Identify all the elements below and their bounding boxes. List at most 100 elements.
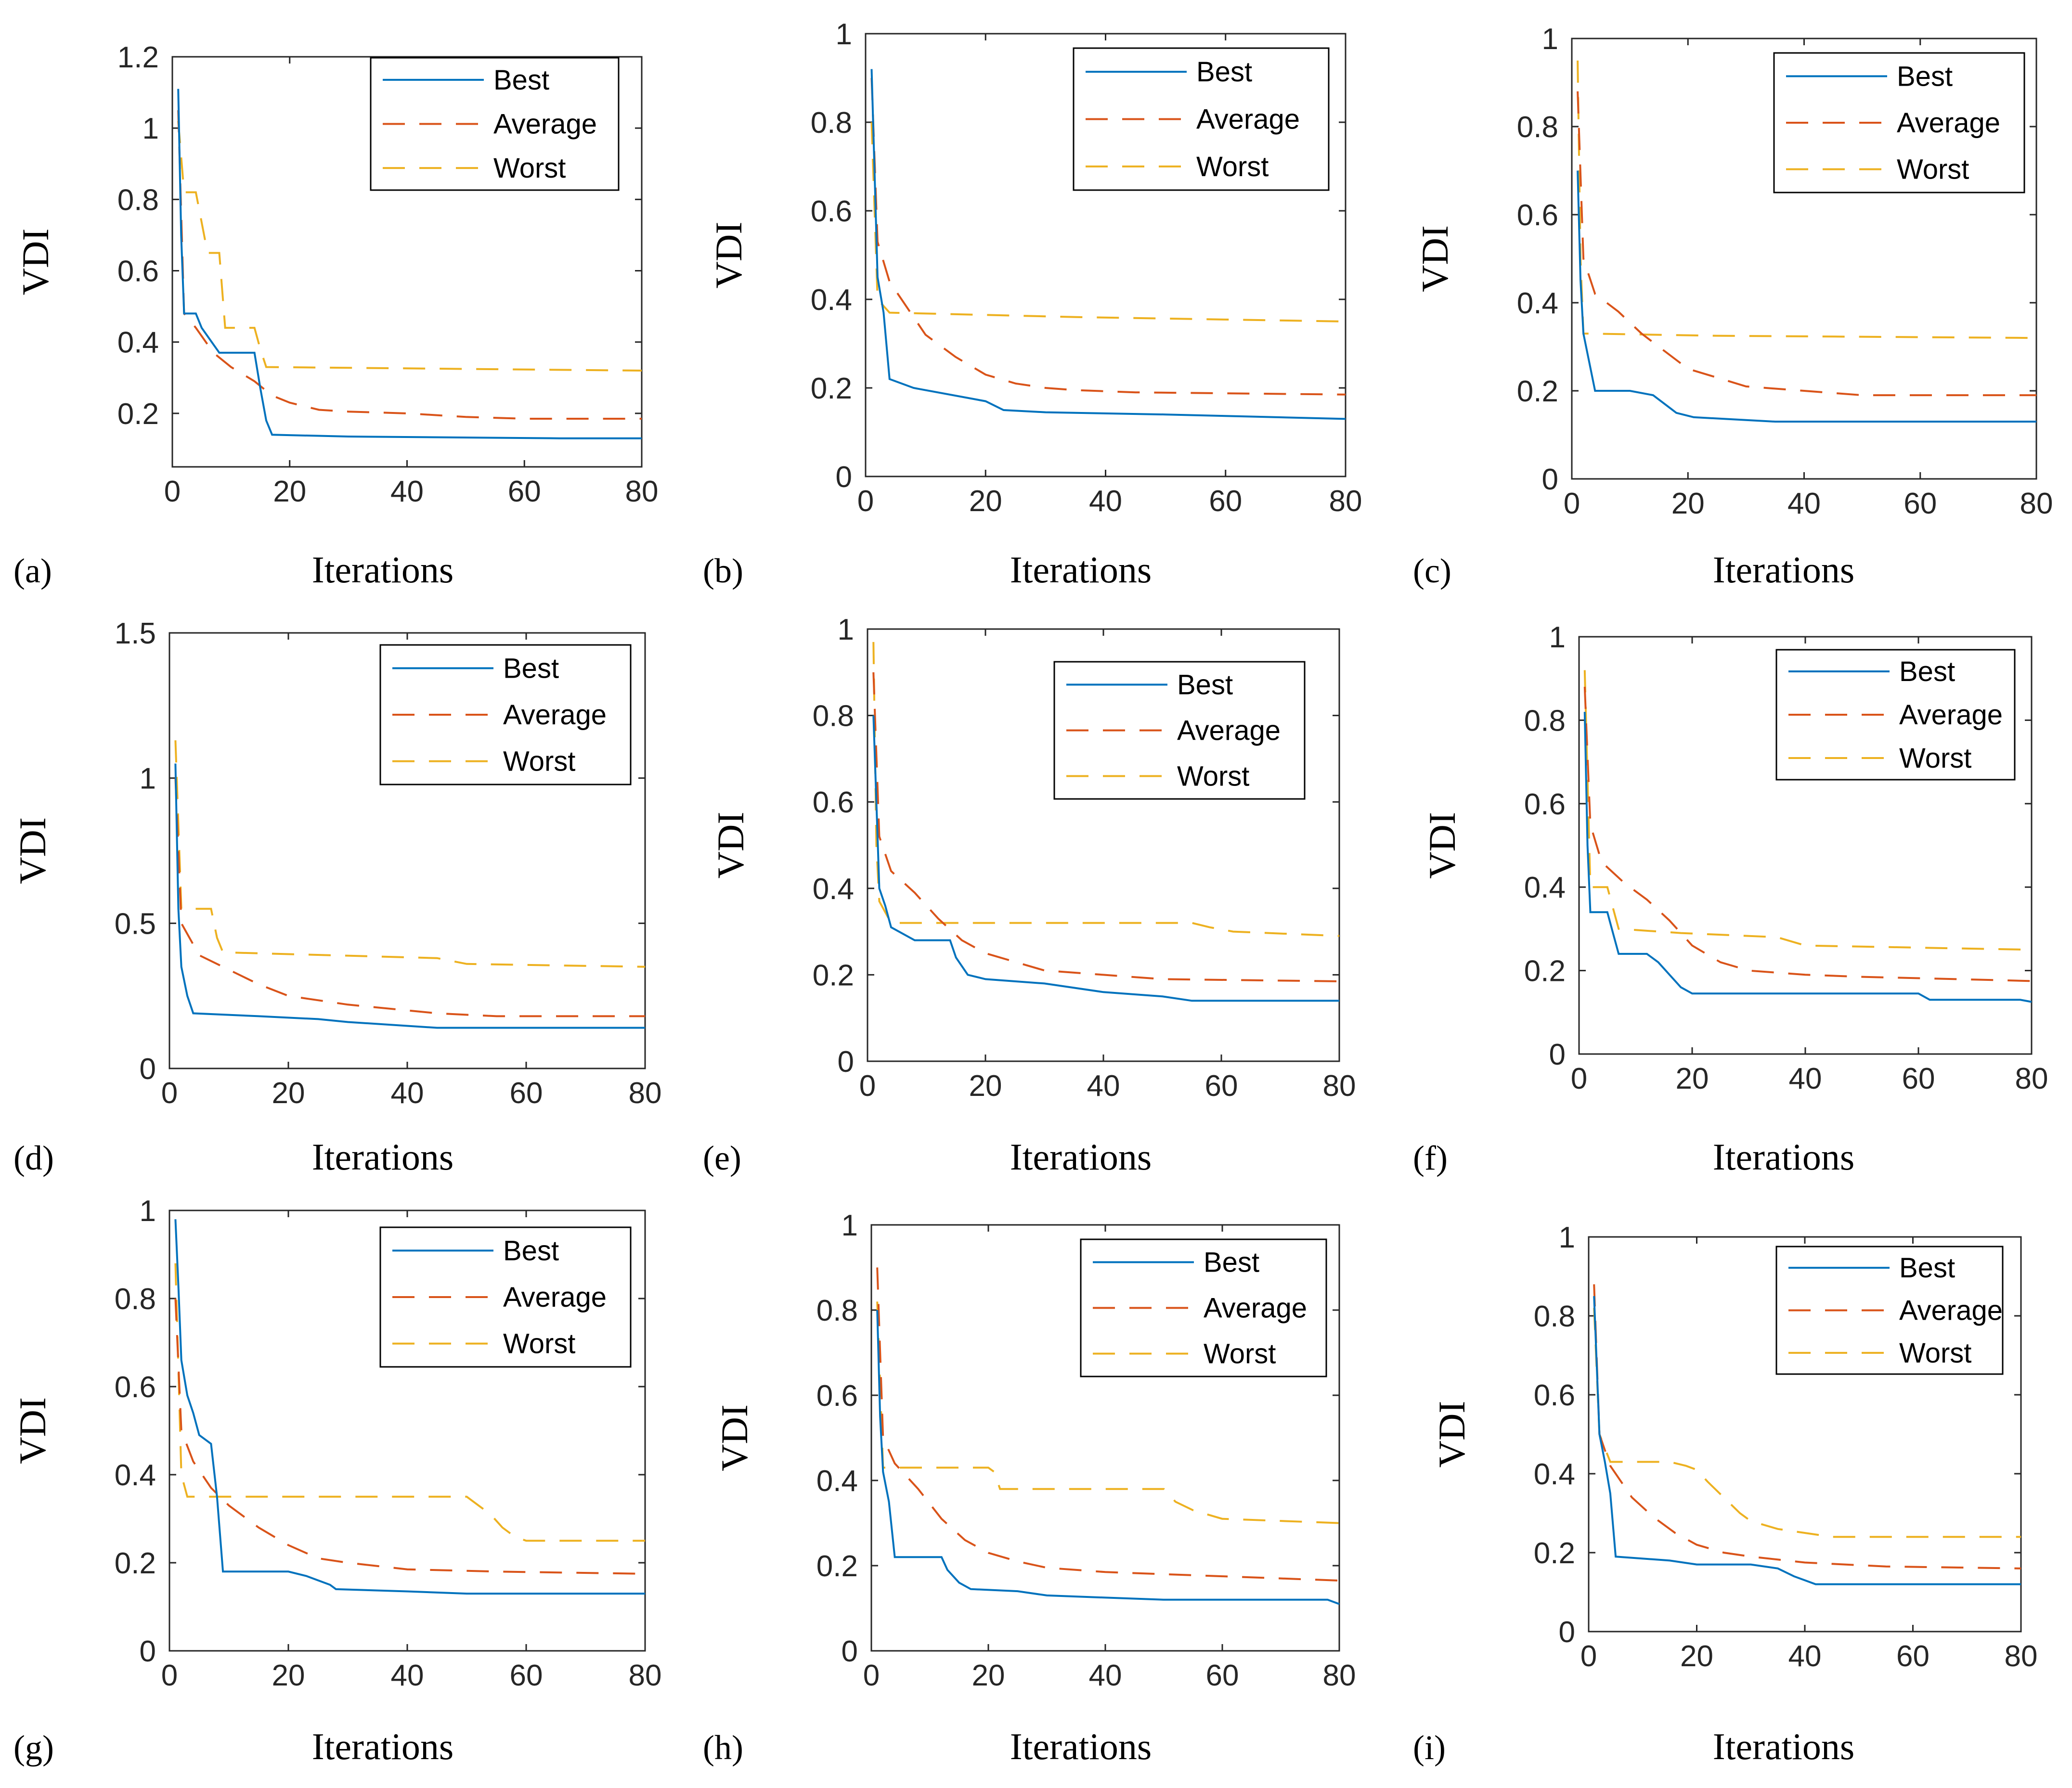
y-tick-label: 0	[836, 461, 852, 494]
legend-label-average: Average	[1177, 715, 1281, 746]
x-tick-label: 40	[1087, 1069, 1120, 1103]
panel-f: 0 20 40 60 80 0 0.2 0.4 0.6 0.8 1 Best Average Worst I…	[1413, 621, 2048, 1178]
x-tick-label: 0	[1571, 1062, 1587, 1095]
series-line-best	[174, 1219, 645, 1595]
legend-label-best: Best	[1204, 1247, 1259, 1278]
y-tick-label: 0.2	[816, 1550, 858, 1583]
legend: Best Average Worst	[1775, 1246, 2004, 1375]
y-tick-label: 0	[1549, 1038, 1566, 1071]
legend-label-worst: Worst	[1196, 151, 1269, 182]
x-axis-title: Iterations	[312, 1725, 454, 1767]
legend-label-average: Average	[503, 1282, 607, 1313]
series-line-worst	[1583, 670, 2032, 951]
series-line-worst	[174, 1263, 645, 1542]
legend: Best Average Worst	[1773, 52, 2025, 193]
y-tick-label: 1	[838, 613, 854, 646]
x-tick-label: 60	[1904, 487, 1937, 520]
series-line-worst	[872, 642, 1340, 937]
legend-label-best: Best	[493, 64, 549, 96]
series-line-best	[1583, 712, 2032, 1003]
x-tick-label: 40	[391, 1077, 424, 1110]
y-tick-label: 0.4	[117, 326, 159, 360]
x-tick-label: 60	[1205, 1069, 1238, 1103]
y-axis-title: VDI	[1421, 812, 1463, 879]
series-line-worst	[876, 1301, 1340, 1524]
y-tick-label: 0.8	[1534, 1300, 1575, 1333]
y-tick-label: 0.4	[813, 873, 854, 906]
x-tick-label: 80	[1329, 485, 1362, 518]
x-tick-label: 20	[1676, 1062, 1709, 1095]
legend-label-worst: Worst	[1899, 1338, 1971, 1369]
x-axis-title: Iterations	[1713, 549, 1855, 591]
x-axis-title: Iterations	[312, 1136, 454, 1178]
x-tick-label: 40	[1787, 487, 1821, 520]
x-tick-label: 0	[1580, 1640, 1597, 1673]
y-tick-label: 0.5	[115, 907, 156, 940]
series-line-average	[177, 110, 642, 420]
series-line-average	[1577, 91, 2036, 397]
series-line-best	[177, 89, 642, 439]
panel-label: (h)	[703, 1728, 743, 1767]
y-tick-label: 0.6	[1524, 788, 1566, 821]
y-tick-label: 1	[1549, 621, 1566, 654]
legend-label-best: Best	[1196, 56, 1252, 88]
x-axis-title: Iterations	[1010, 1725, 1152, 1767]
panel-label: (i)	[1413, 1728, 1446, 1767]
y-tick-label: 1	[140, 762, 156, 796]
series-line-average	[870, 77, 1346, 396]
y-tick-label: 1	[140, 1195, 156, 1228]
y-tick-label: 0	[1542, 463, 1558, 496]
legend-label-average: Average	[1899, 1295, 2003, 1326]
x-tick-label: 60	[1206, 1659, 1239, 1692]
panel-c: 0 20 40 60 80 0 0.2 0.4 0.6 0.8 1 Best Average Worst I…	[1413, 23, 2053, 591]
legend-label-average: Average	[1204, 1293, 1307, 1324]
legend-label-average: Average	[493, 109, 597, 140]
y-tick-label: 0.2	[1534, 1537, 1575, 1570]
panel-d: 0 20 40 60 80 0 0.5 1 1.5 Best Average Worst Iterati…	[12, 617, 661, 1178]
y-axis-title: VDI	[1414, 225, 1456, 292]
x-tick-label: 20	[273, 475, 306, 508]
y-tick-label: 0.6	[811, 195, 852, 228]
series-line-average	[872, 672, 1340, 982]
x-tick-label: 40	[1789, 1062, 1822, 1095]
y-tick-label: 0	[842, 1635, 858, 1668]
y-tick-label: 0.8	[1524, 704, 1566, 737]
panel-i: 0 20 40 60 80 0 0.2 0.4 0.6 0.8 1 Best Average Worst I…	[1413, 1221, 2037, 1767]
x-tick-label: 80	[2005, 1640, 2038, 1673]
series-line-average	[174, 1298, 646, 1575]
y-tick-label: 0	[140, 1635, 156, 1668]
legend-label-worst: Worst	[1897, 154, 1969, 185]
panel-b: 0 20 40 60 80 0 0.2 0.4 0.6 0.8 1 Best Average Worst I…	[703, 18, 1362, 591]
series-line-best	[870, 69, 1346, 420]
series-line-worst	[174, 740, 646, 968]
x-tick-label: 20	[1671, 487, 1705, 520]
x-tick-label: 0	[164, 475, 181, 508]
x-tick-label: 40	[391, 1659, 424, 1692]
series-line-best	[876, 1310, 1340, 1605]
x-axis-title: Iterations	[1010, 1136, 1152, 1178]
y-tick-label: 0.6	[1517, 199, 1558, 232]
legend-label-worst: Worst	[503, 1328, 575, 1360]
series-line-best	[1577, 170, 2036, 423]
x-tick-label: 40	[390, 475, 424, 508]
legend-label-best: Best	[503, 1235, 559, 1266]
x-tick-label: 0	[161, 1077, 178, 1110]
panel-label: (c)	[1413, 552, 1451, 590]
legend: Best Average Worst	[1053, 661, 1306, 800]
panel-label: (e)	[703, 1139, 741, 1177]
series-line-best	[872, 715, 1339, 1002]
y-axis-title: VDI	[1431, 1401, 1473, 1468]
legend: Best Average Worst	[379, 644, 632, 785]
x-tick-label: 60	[1209, 485, 1242, 518]
y-axis-title: VDI	[708, 222, 750, 289]
legend: Best Average Worst	[370, 57, 620, 191]
series-line-worst	[1593, 1308, 2021, 1538]
y-tick-label: 1	[1542, 23, 1558, 56]
y-tick-label: 0.4	[811, 283, 852, 317]
x-tick-label: 60	[1896, 1640, 1930, 1673]
x-tick-label: 80	[1323, 1659, 1356, 1692]
panel-label: (a)	[13, 552, 52, 590]
y-axis-title: VDI	[710, 812, 751, 879]
legend-label-best: Best	[1899, 1252, 1955, 1284]
